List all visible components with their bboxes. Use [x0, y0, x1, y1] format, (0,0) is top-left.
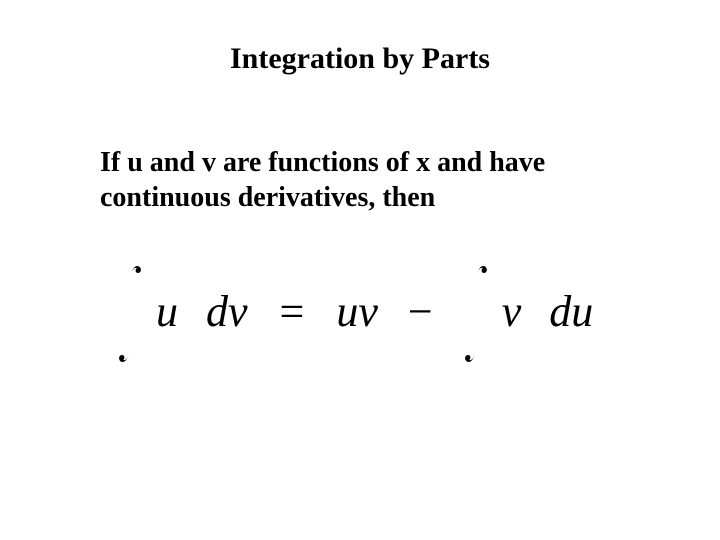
integral-icon — [461, 260, 491, 368]
diff-dv: dv — [206, 287, 248, 336]
slide-body-text: If u and v are functions of x and have c… — [100, 145, 620, 215]
diff-du: du — [549, 287, 593, 336]
slide: Integration by Parts If u and v are func… — [0, 0, 720, 540]
var-v: v — [358, 287, 378, 336]
var-u: u — [156, 287, 178, 336]
minus-sign: − — [408, 287, 433, 336]
var-v2: v — [502, 287, 522, 336]
integration-by-parts-formula: u dv = uv − v du — [115, 287, 593, 336]
integral-icon — [115, 260, 145, 368]
var-u2: u — [336, 287, 358, 336]
slide-title: Integration by Parts — [0, 42, 720, 76]
equals-sign: = — [280, 287, 305, 336]
formula-container: u dv = uv − v du — [115, 262, 593, 370]
